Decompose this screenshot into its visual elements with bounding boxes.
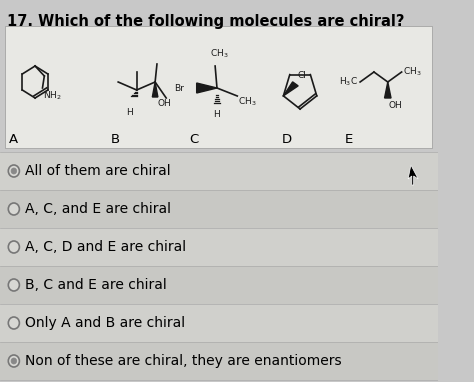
FancyBboxPatch shape — [0, 304, 438, 342]
Polygon shape — [408, 165, 418, 185]
Text: OH: OH — [158, 99, 172, 108]
Circle shape — [9, 355, 19, 367]
Circle shape — [9, 279, 19, 291]
Text: A, C, D and E are chiral: A, C, D and E are chiral — [25, 240, 186, 254]
Text: H: H — [214, 110, 220, 119]
Text: CH$_3$: CH$_3$ — [210, 47, 228, 60]
FancyBboxPatch shape — [0, 266, 438, 304]
Text: All of them are chiral: All of them are chiral — [25, 164, 171, 178]
Polygon shape — [152, 82, 158, 97]
FancyBboxPatch shape — [0, 190, 438, 228]
FancyBboxPatch shape — [5, 26, 432, 148]
FancyBboxPatch shape — [0, 342, 438, 380]
Text: A, C, and E are chiral: A, C, and E are chiral — [25, 202, 171, 216]
FancyBboxPatch shape — [0, 152, 438, 190]
Circle shape — [9, 203, 19, 215]
Text: 17. Which of the following molecules are chiral?: 17. Which of the following molecules are… — [8, 14, 405, 29]
Circle shape — [9, 317, 19, 329]
Text: B, C and E are chiral: B, C and E are chiral — [25, 278, 167, 292]
Text: D: D — [282, 133, 292, 146]
Text: Cl: Cl — [297, 71, 306, 80]
Text: CH$_3$: CH$_3$ — [238, 95, 257, 107]
Text: E: E — [345, 133, 353, 146]
Circle shape — [11, 358, 17, 364]
Circle shape — [9, 165, 19, 177]
Text: H$_3$C: H$_3$C — [339, 76, 358, 88]
Circle shape — [11, 168, 17, 174]
Text: CH$_3$: CH$_3$ — [403, 66, 422, 78]
Text: Br: Br — [174, 84, 184, 92]
Text: NH$_2$: NH$_2$ — [44, 89, 62, 102]
Text: B: B — [111, 133, 120, 146]
Text: Only A and B are chiral: Only A and B are chiral — [25, 316, 185, 330]
Polygon shape — [384, 82, 391, 98]
Polygon shape — [283, 82, 298, 96]
Text: C: C — [189, 133, 199, 146]
Text: OH: OH — [389, 101, 402, 110]
Text: A: A — [9, 133, 18, 146]
Circle shape — [9, 241, 19, 253]
Text: H: H — [126, 108, 133, 117]
FancyBboxPatch shape — [0, 228, 438, 266]
Polygon shape — [197, 83, 217, 93]
Text: Non of these are chiral, they are enantiomers: Non of these are chiral, they are enanti… — [25, 354, 342, 368]
